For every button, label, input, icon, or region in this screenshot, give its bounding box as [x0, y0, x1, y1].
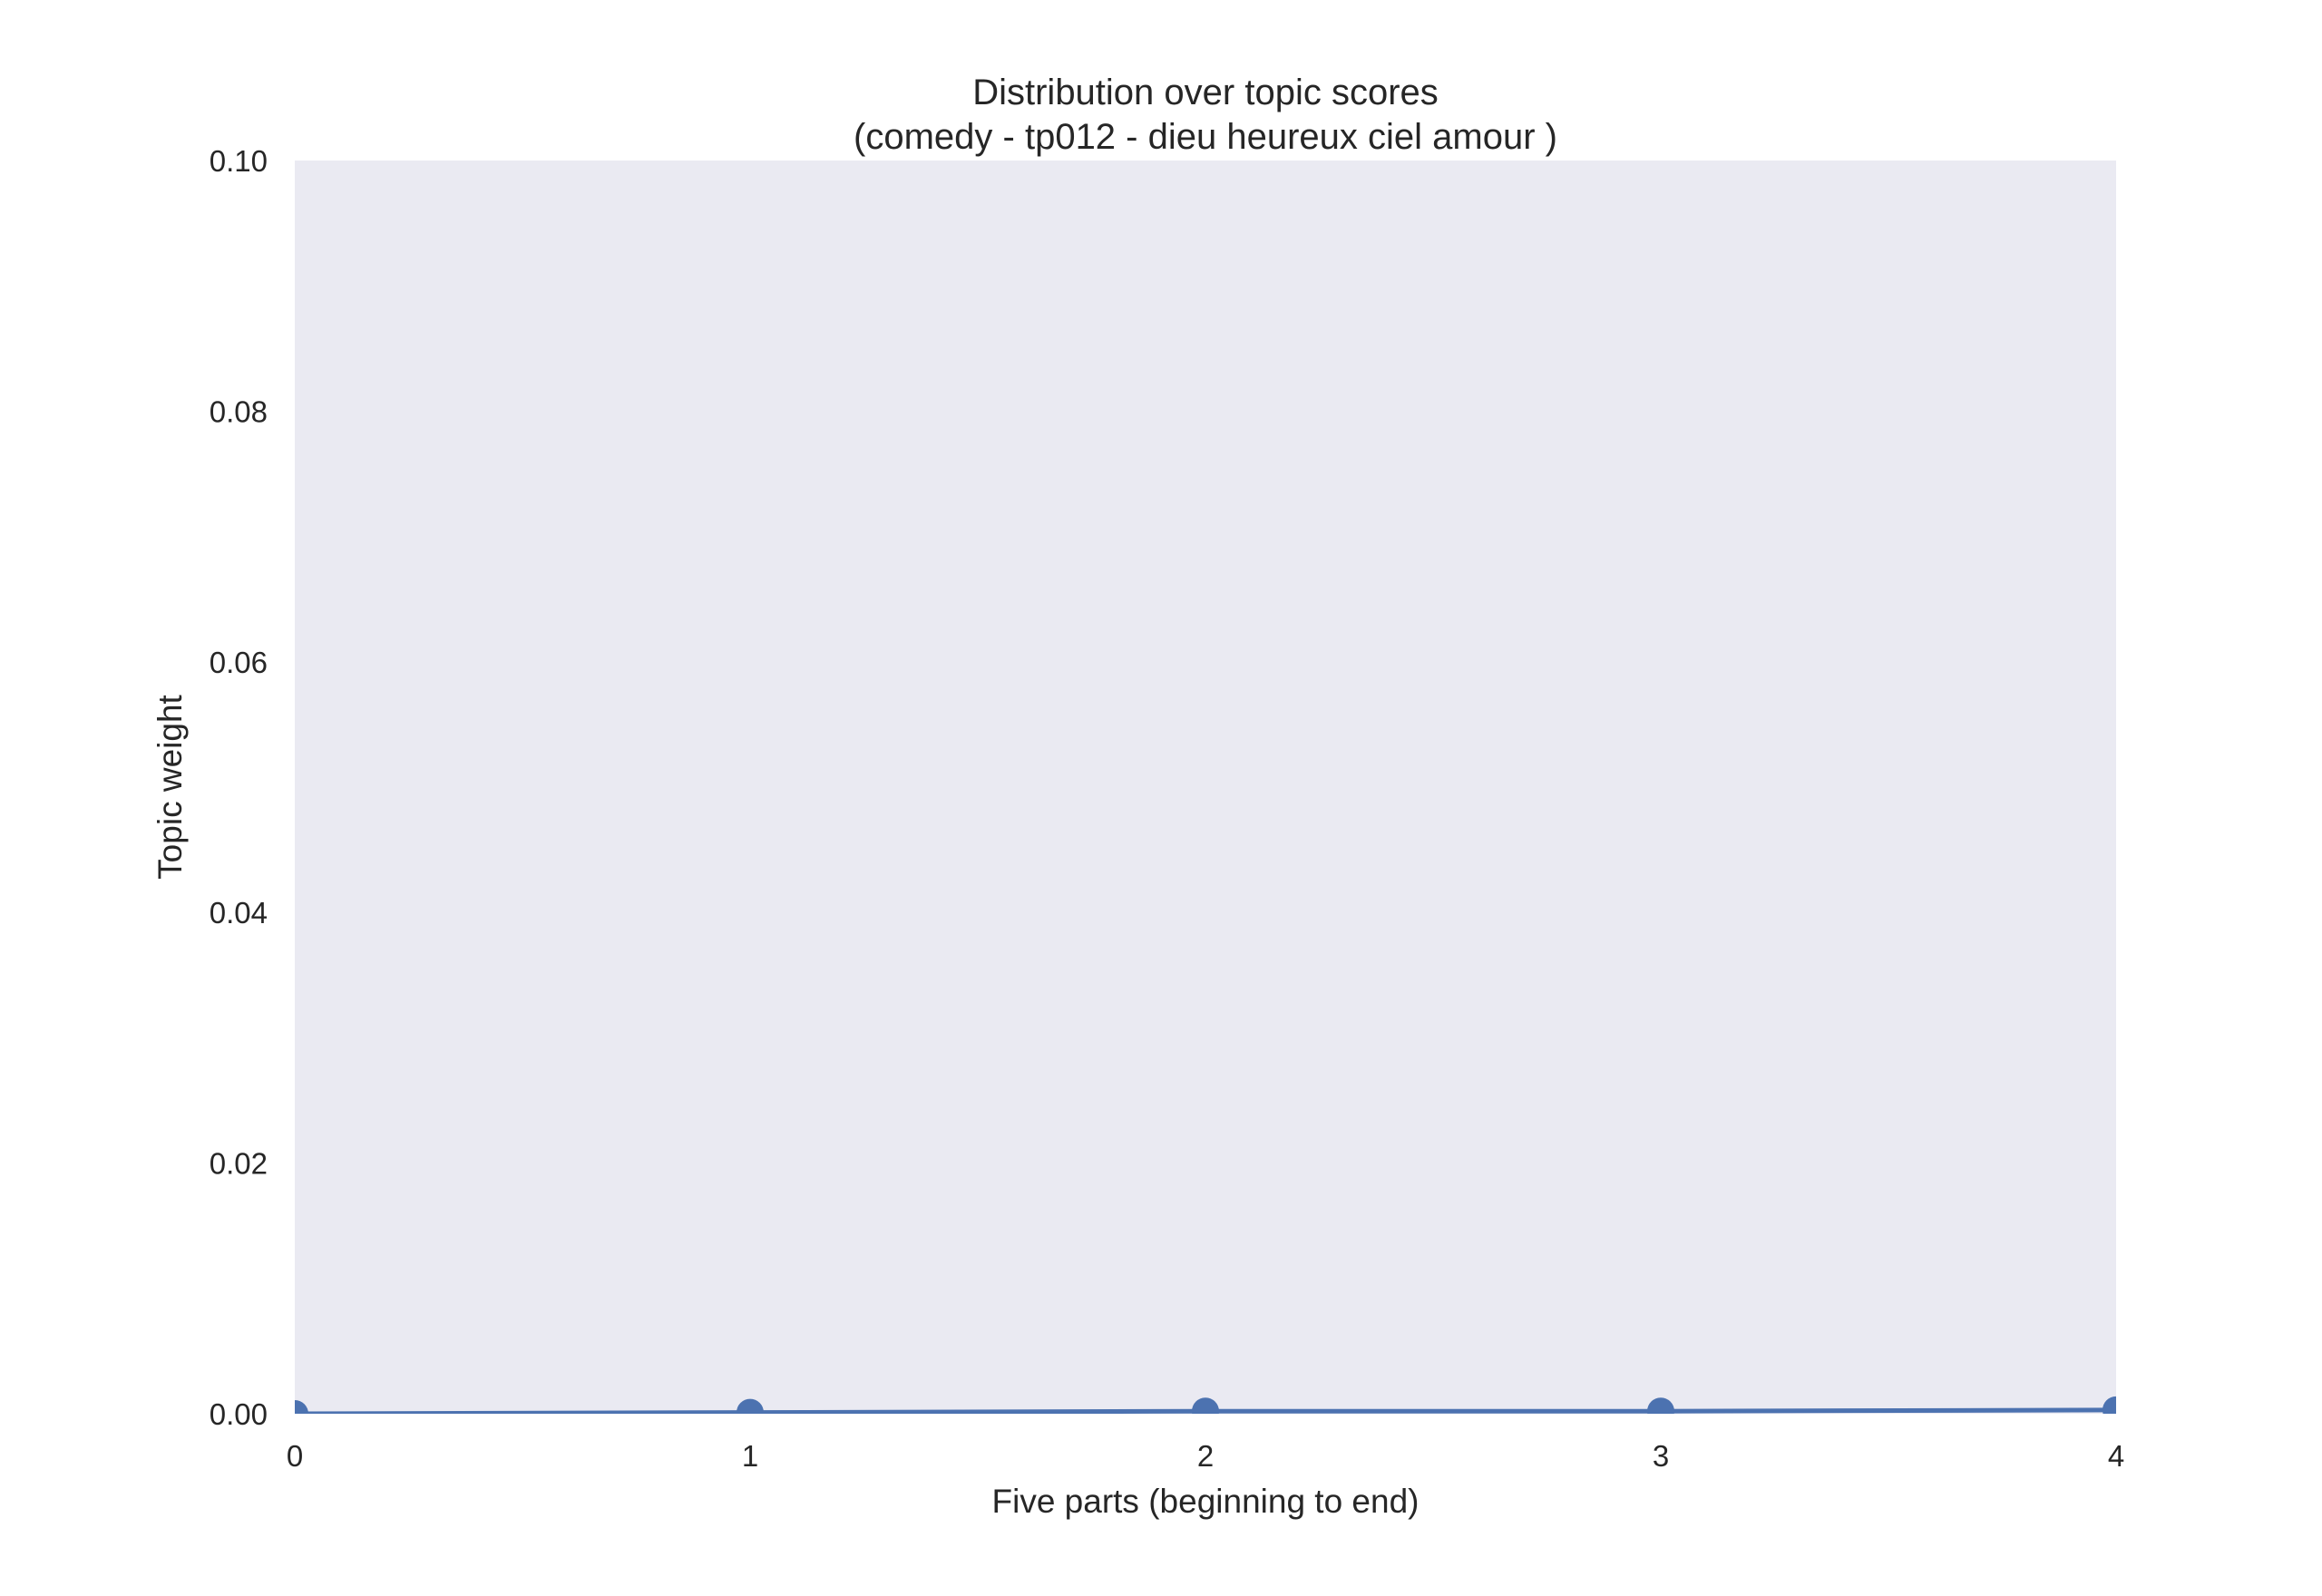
data-point [737, 1398, 764, 1414]
x-tick-label: 2 [1197, 1439, 1214, 1473]
y-tick-label: 0.04 [210, 896, 268, 929]
y-tick-label: 0.06 [210, 646, 268, 679]
plot-area [295, 161, 2116, 1414]
x-tick-label: 3 [1653, 1439, 1669, 1473]
x-tick-label: 4 [2108, 1439, 2124, 1473]
data-point [1647, 1397, 1674, 1414]
chart-title: Distribution over topic scores [972, 73, 1439, 112]
series-layer [295, 1396, 2116, 1414]
x-axis-label: Five parts (beginning to end) [992, 1483, 1420, 1520]
x-tick-label: 1 [742, 1439, 758, 1473]
y-axis-ticks: 0.00 0.02 0.04 0.06 0.08 0.10 [210, 144, 268, 1431]
data-point [1192, 1397, 1219, 1414]
y-tick-label: 0.10 [210, 144, 268, 178]
y-tick-label: 0.00 [210, 1397, 268, 1431]
data-point [295, 1400, 308, 1414]
x-axis-ticks: 0 1 2 3 4 [287, 1439, 2124, 1473]
y-axis-label: Topic weight [151, 694, 189, 879]
data-point [2102, 1396, 2116, 1414]
y-tick-label: 0.08 [210, 394, 268, 428]
x-tick-label: 0 [287, 1439, 303, 1473]
chart-subtitle: (comedy - tp012 - dieu heureux ciel amou… [854, 117, 1557, 157]
y-tick-label: 0.02 [210, 1147, 268, 1181]
